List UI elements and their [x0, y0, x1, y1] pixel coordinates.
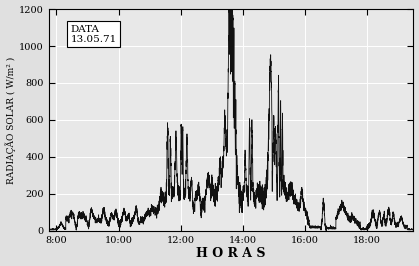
- Y-axis label: RADIAÇÃO SOLAR ( W/m² ): RADIAÇÃO SOLAR ( W/m² ): [5, 56, 16, 184]
- X-axis label: H O R A S: H O R A S: [197, 247, 266, 260]
- Text: DATA
13.05.71: DATA 13.05.71: [70, 24, 117, 44]
